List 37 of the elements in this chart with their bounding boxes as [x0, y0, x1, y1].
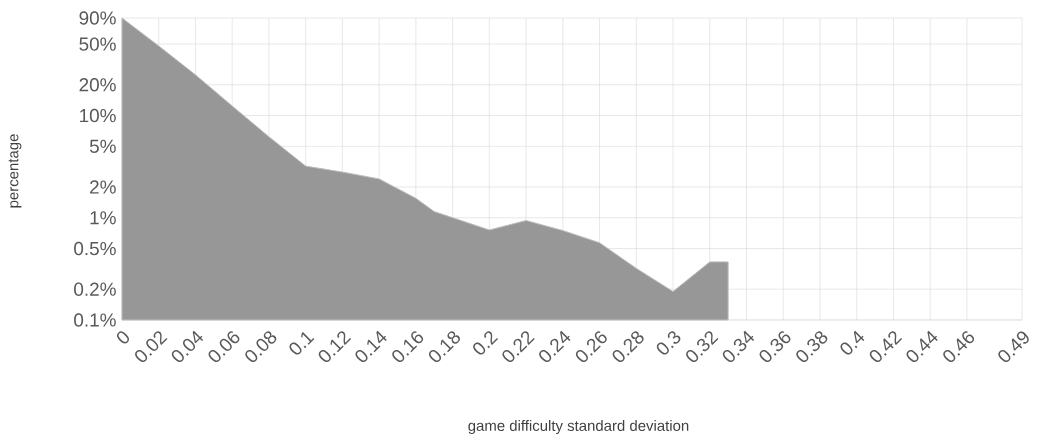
x-tick-label: 0.22: [502, 331, 535, 363]
y-tick-label: 0.5%: [74, 241, 116, 256]
x-tick-label: 0.32: [686, 331, 719, 363]
x-tick-label: 0.02: [135, 331, 168, 363]
x-tick-label: 0: [116, 331, 130, 344]
x-tick-label: 0.28: [612, 331, 644, 363]
x-tick-label: 0.49: [998, 331, 1029, 363]
x-tick-label: 0.24: [539, 330, 571, 363]
y-tick-label: 90%: [79, 11, 116, 25]
x-tick-label: 0.26: [575, 331, 607, 363]
x-tick-label: 0.16: [392, 331, 424, 363]
y-tick-label: 1%: [90, 211, 116, 225]
x-tick-label: 0.44: [906, 330, 938, 363]
x-tick-label: 0.08: [245, 331, 277, 363]
x-tick-label: 0.46: [943, 331, 975, 363]
x-axis-title: game difficulty standard deviation: [468, 420, 689, 434]
y-tick-label: 10%: [80, 108, 116, 123]
x-tick-label: 0.12: [318, 331, 352, 363]
y-tick-label: 5%: [89, 139, 116, 153]
x-tick-label: 0.38: [796, 331, 828, 363]
x-tick-label: 0.4: [840, 330, 865, 355]
y-tick-label: 50%: [79, 37, 116, 51]
x-tick-label: 0.34: [722, 330, 755, 363]
x-tick-label: 0.14: [355, 330, 387, 363]
y-tick-label: 2%: [90, 180, 116, 194]
y-axis-title: percentage: [8, 134, 22, 208]
y-tick-label: 20%: [79, 78, 116, 92]
x-tick-label: 0.42: [869, 331, 903, 363]
x-tick-label: 0.18: [428, 331, 460, 363]
x-tick-label: 0.36: [759, 331, 791, 363]
x-tick-label: 0.06: [208, 331, 240, 363]
x-tick-label: 0.2: [473, 331, 499, 355]
x-tick-label: 0.3: [656, 331, 681, 355]
x-tick-label: 0.04: [171, 330, 204, 363]
y-tick-label: 0.1%: [74, 313, 116, 327]
y-tick-label: 0.2%: [74, 282, 116, 296]
x-tick-label: 0.1: [289, 332, 315, 355]
